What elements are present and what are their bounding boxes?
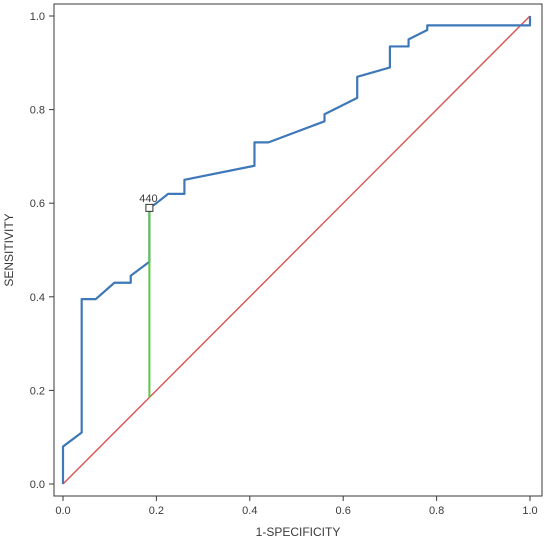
x-tick-label: 0.8	[429, 505, 444, 517]
axis-ticks: 0.0 0.2 0.4 0.6 0.8 1.0 0.0 0.2 0.4 0.6 0.8 1.0	[30, 11, 538, 517]
roc-curve-layer	[61, 16, 532, 484]
plot-area-frame	[53, 3, 543, 497]
x-tick-label: 0.2	[149, 505, 164, 517]
cutoff-marker	[145, 203, 154, 212]
reference-line-layer	[62, 15, 531, 485]
x-tick-label: 0.6	[336, 505, 351, 517]
y-tick-label: 0.6	[30, 198, 45, 210]
y-axis-label: SENSITIVITY	[2, 213, 16, 286]
x-tick-label: 1.0	[522, 505, 537, 517]
roc-curve-line	[61, 16, 532, 484]
x-tick-label: 0.4	[242, 505, 257, 517]
x-axis-label: 1-SPECIFICITY	[256, 525, 341, 539]
cutoff-label: 440	[139, 193, 157, 205]
y-tick-label: 1.0	[30, 11, 45, 23]
y-tick-label: 0.0	[30, 479, 45, 491]
y-tick-label: 0.4	[30, 292, 45, 304]
y-tick-label: 0.8	[30, 105, 45, 117]
y-tick-label: 0.2	[30, 385, 45, 397]
annotation-layer: 440	[139, 193, 158, 398]
x-tick-label: 0.0	[55, 505, 70, 517]
reference-diagonal-line	[62, 15, 531, 485]
